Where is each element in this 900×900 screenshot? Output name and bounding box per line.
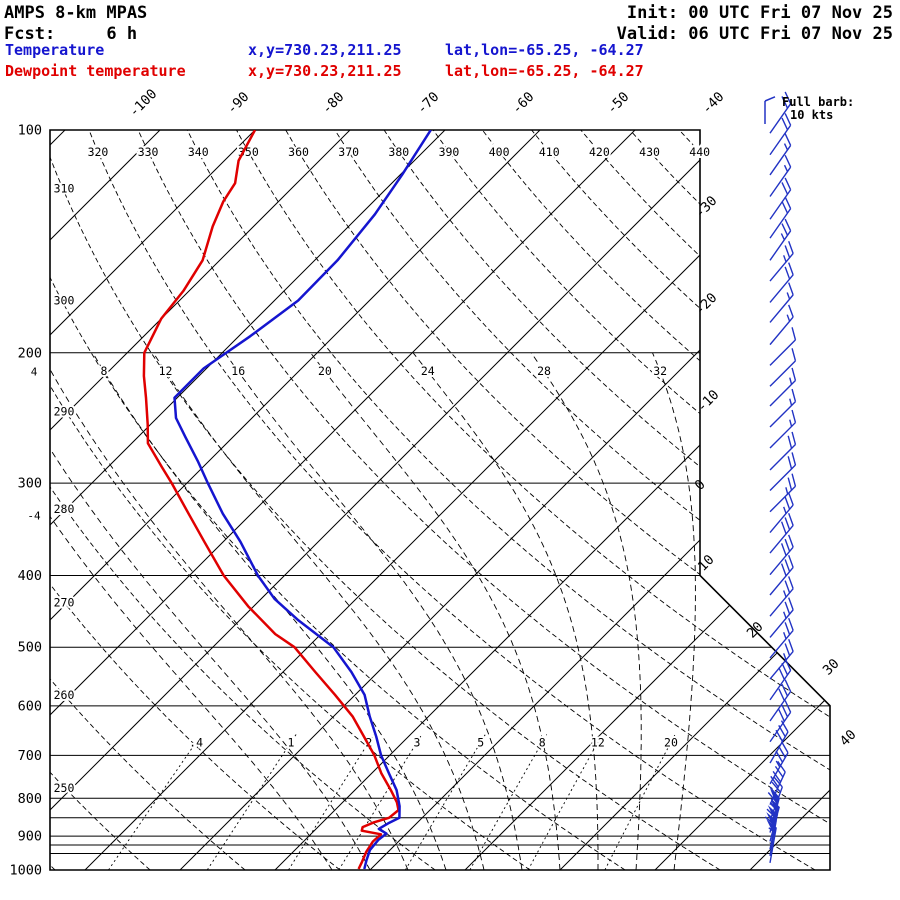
dry-adiabat-label: 440 [689, 145, 710, 159]
pressure-label: 600 [18, 698, 42, 714]
dry-adiabat-label: 300 [54, 294, 75, 308]
pressure-label: 700 [18, 748, 42, 764]
mixing-ratio-label: 5 [477, 735, 484, 749]
pressure-label: 200 [18, 345, 42, 361]
wind-barbs [764, 91, 797, 863]
dry-adiabat-label: 320 [88, 145, 109, 159]
moist-adiabat-label: 12 [159, 364, 173, 378]
moist-adiabat-label: 8 [101, 364, 108, 378]
dry-adiabat-lines [50, 130, 830, 870]
isotherm-label-top: -80 [319, 89, 348, 118]
dry-adiabat-label: 410 [539, 145, 560, 159]
dry-adiabat-label: 340 [188, 145, 209, 159]
moist-adiabat-label-left: -4 [27, 510, 41, 523]
isotherm-lines [50, 130, 830, 870]
isotherm-label-top: -60 [509, 89, 538, 118]
isotherm-label-top: -90 [224, 89, 253, 118]
pressure-label: 400 [18, 568, 42, 584]
mixing-ratio-label: 3 [414, 735, 421, 749]
dry-adiabat-label: 390 [439, 145, 460, 159]
pressure-label: 100 [18, 123, 42, 139]
temperature-curve [173, 130, 432, 870]
mixing-ratio-lines [108, 734, 676, 870]
isotherm-label-right: 40 [837, 727, 860, 750]
mixing-ratio-label: 2 [365, 735, 372, 749]
temperature-legend-xy: x,y=730.23,211.25 [248, 41, 402, 59]
dry-adiabat-label: 370 [338, 145, 359, 159]
moist-adiabat-label-left: 4 [31, 365, 38, 378]
isotherm-label-right: 10 [695, 552, 718, 575]
dry-adiabat-label: 270 [54, 595, 75, 609]
sounding-curves [142, 130, 432, 870]
dry-adiabat-label: 280 [54, 502, 75, 516]
moist-adiabat-label: 16 [231, 364, 245, 378]
dewpoint-legend-label: Dewpoint temperature [5, 62, 186, 80]
model-title: AMPS 8-km MPAS [4, 3, 148, 23]
isotherm-label-right: -20 [692, 290, 721, 319]
plot-frame [49, 129, 831, 871]
dry-adiabat-label: 310 [54, 182, 75, 196]
isotherm-label-right: 30 [820, 656, 843, 679]
isotherm-label-right: -30 [692, 193, 721, 222]
barb-legend-line1: Full barb: [782, 95, 855, 109]
temperature-legend-label: Temperature [5, 41, 105, 59]
moist-adiabat-label: 24 [421, 364, 435, 378]
dry-adiabat-label: 430 [639, 145, 660, 159]
dewpoint-legend-xy: x,y=730.23,211.25 [248, 62, 402, 80]
dry-adiabat-label: 290 [54, 404, 75, 418]
moist-adiabat-label: 32 [653, 364, 667, 378]
forecast-hour: Fcst: 6 h [4, 24, 138, 44]
mixing-ratio-label: 1 [288, 735, 295, 749]
isotherm-label-top: -50 [604, 89, 633, 118]
isotherm-label-top: -100 [126, 86, 160, 120]
pressure-label: 500 [18, 640, 42, 656]
mixing-ratio-label: 12 [591, 735, 605, 749]
barb-legend-line2: 10 kts [790, 108, 834, 122]
init-time: Init: 00 UTC Fri 07 Nov 25 [626, 3, 893, 23]
pressure-label: 900 [18, 829, 42, 845]
mixing-ratio-label: .4 [189, 735, 203, 749]
moist-adiabat-label: 20 [318, 364, 332, 378]
dry-adiabat-label: 260 [54, 688, 75, 702]
dewpoint-legend-latlon: lat,lon=-65.25, -64.27 [445, 62, 644, 80]
moist-adiabat-lines [50, 352, 696, 870]
temperature-legend-latlon: lat,lon=-65.25, -64.27 [445, 41, 644, 59]
dry-adiabat-label: 400 [489, 145, 510, 159]
chart-labels: 100 200 300 400 500 600 700 800 900 1000 -100 -90 -8… [9, 86, 859, 878]
wind-barb-legend: Full barb: 10 kts [759, 96, 854, 126]
dry-adiabat-label: 380 [388, 145, 409, 159]
isotherm-label-top: -70 [414, 89, 443, 118]
pressure-label: 800 [18, 791, 42, 807]
pressure-label: 300 [18, 476, 42, 492]
isobar-lines [50, 130, 830, 870]
dewpoint-curve [142, 130, 400, 870]
isotherm-label-top: -40 [699, 89, 728, 118]
mixing-ratio-label: 20 [664, 735, 678, 749]
mixing-ratio-label: 8 [539, 735, 546, 749]
moist-adiabat-label: 28 [537, 364, 551, 378]
sample-wind-barb-icon [764, 96, 776, 124]
pressure-label: 1000 [9, 863, 42, 879]
isotherm-label-right: -10 [694, 387, 723, 416]
valid-time: Valid: 06 UTC Fri 07 Nov 25 [616, 24, 893, 44]
dry-adiabat-label: 360 [288, 145, 309, 159]
dry-adiabat-label: 330 [138, 145, 159, 159]
dry-adiabat-label: 420 [589, 145, 610, 159]
dry-adiabat-label: 250 [54, 781, 75, 795]
